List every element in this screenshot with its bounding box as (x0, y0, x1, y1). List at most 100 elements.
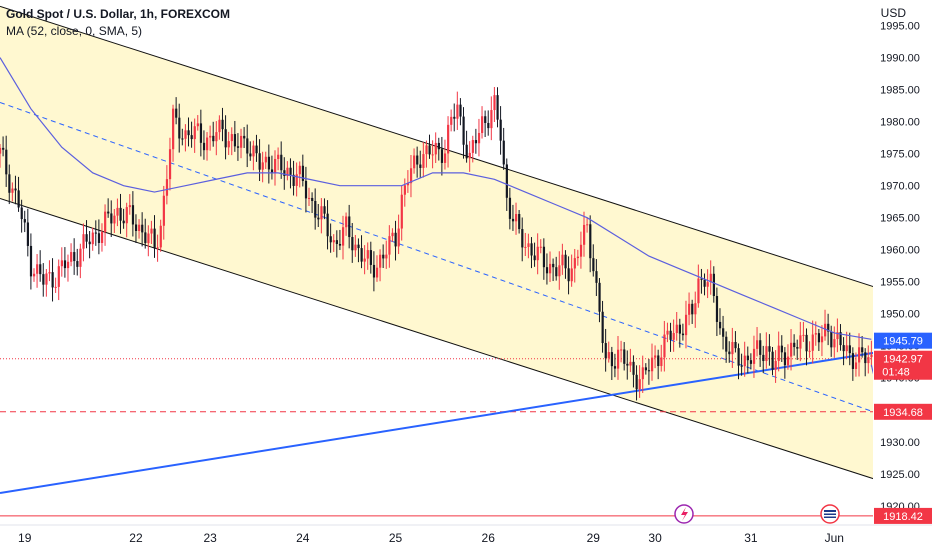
candle-body (360, 248, 363, 262)
candle-body (97, 233, 101, 243)
x-tick-label: 24 (296, 531, 310, 545)
candle-body (76, 261, 79, 267)
candle-body (431, 154, 434, 156)
y-tick-label: 1925.00 (880, 469, 920, 481)
candle-body (134, 224, 138, 232)
candle-body (2, 147, 5, 150)
candle-body (465, 144, 468, 159)
candle-body (650, 357, 654, 372)
candle-body (737, 348, 740, 366)
candle-body (752, 348, 756, 364)
candle-body (870, 354, 873, 358)
candle-body (712, 273, 715, 297)
candle-body (777, 345, 780, 361)
candle-body (42, 274, 45, 285)
candle-body (848, 345, 851, 354)
candle-body (165, 179, 169, 196)
candle-body (168, 149, 172, 180)
candle-body (440, 149, 444, 163)
candle-body (175, 108, 178, 118)
y-tick-label: 1955.00 (880, 277, 920, 289)
candle-body (715, 296, 719, 322)
candle-body (385, 254, 388, 259)
candle-body (808, 350, 811, 352)
candle-body (666, 330, 669, 335)
candle-body (345, 216, 348, 228)
candle-body (428, 145, 431, 155)
candle-body (641, 367, 644, 380)
candle-body (240, 135, 243, 148)
lightning-icon (681, 507, 688, 521)
candle-body (36, 264, 39, 274)
candle-body (264, 156, 267, 163)
candle-body (104, 211, 107, 233)
x-tick-label: 23 (203, 531, 217, 545)
price-label-box (874, 332, 932, 349)
candle-body (539, 246, 542, 248)
candle-body (270, 169, 274, 173)
candle-body (462, 116, 465, 145)
candle-body (684, 314, 688, 336)
candle-body (409, 168, 413, 184)
currency-label[interactable]: USD (880, 6, 906, 20)
candle-body (63, 260, 67, 269)
candle-body (688, 303, 691, 315)
countdown-text: 01:48 (882, 367, 910, 379)
candle-body (660, 357, 663, 367)
candle-body (740, 365, 743, 367)
candle-body (694, 303, 697, 315)
candle-body (215, 132, 218, 142)
candle-body (178, 117, 181, 139)
candle-body (243, 135, 246, 139)
candle-body (718, 321, 722, 329)
candle-body (372, 264, 376, 278)
candle-body (187, 130, 190, 136)
y-tick-label: 1995.00 (880, 21, 920, 33)
candle-body (518, 214, 521, 230)
candle-body (110, 213, 113, 224)
candle-body (329, 236, 332, 243)
candle-body (125, 207, 128, 224)
candle-body (274, 158, 277, 173)
candle-body (403, 185, 406, 195)
candle-body (533, 255, 536, 261)
candle-body (332, 240, 335, 243)
candle-body (573, 258, 576, 269)
candle-body (304, 180, 308, 199)
candle-body (280, 154, 283, 171)
candle-body (323, 206, 326, 214)
candle-body (672, 333, 675, 340)
us-flag-icon (824, 510, 836, 518)
candle-body (202, 142, 206, 151)
candle-body (301, 165, 305, 181)
candle-body (39, 264, 42, 275)
y-tick-label: 1965.00 (880, 213, 920, 225)
candle-body (453, 116, 456, 119)
symbol-title[interactable]: Gold Spot / U.S. Dollar, 1h, FOREXCOM (6, 7, 231, 21)
candle-body (722, 328, 725, 337)
candle-body (311, 197, 314, 201)
candle-body (709, 273, 712, 283)
candle-body (459, 104, 462, 117)
candle-body (227, 141, 230, 148)
channel-upper-line (0, 5, 873, 288)
candle-body (706, 282, 709, 287)
price-label-text: 1934.68 (883, 407, 923, 419)
candle-body (759, 340, 762, 355)
candle-body (527, 243, 530, 247)
y-tick-label: 1975.00 (880, 149, 920, 161)
y-tick-label: 1970.00 (880, 181, 920, 193)
candle-body (141, 224, 144, 233)
candle-body (159, 225, 162, 248)
candle-body (468, 152, 471, 159)
candle-body (598, 282, 601, 312)
candle-body (317, 217, 320, 220)
candle-body (20, 207, 23, 220)
candle-body (493, 95, 496, 111)
candle-body (443, 153, 447, 163)
candle-body (620, 349, 623, 351)
candle-body (252, 145, 255, 157)
indicator-label[interactable]: MA (52, close, 0, SMA, 5) (6, 24, 143, 38)
candle-body (156, 247, 159, 249)
